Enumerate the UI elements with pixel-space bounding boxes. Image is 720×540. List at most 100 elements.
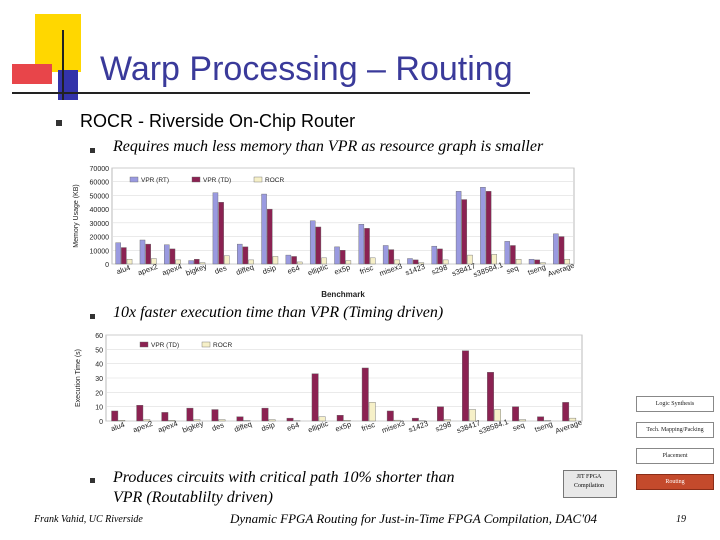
deco-red-square xyxy=(12,64,52,84)
bar-rocr xyxy=(442,259,449,265)
bar-rocr xyxy=(297,261,303,265)
x-tick-label: tseng xyxy=(533,419,553,434)
bar-vpr-td xyxy=(437,406,444,422)
legend-swatch xyxy=(201,341,211,348)
bar-vpr-td xyxy=(462,350,469,422)
bullet-marker xyxy=(56,120,62,126)
x-tick-label: dsip xyxy=(261,263,277,276)
x-tick-label: des xyxy=(211,420,226,433)
bar-vpr-td xyxy=(211,409,219,422)
x-tick-label: dsip xyxy=(260,420,276,433)
bar-vpr-rt xyxy=(407,258,413,265)
x-tick-label: frisc xyxy=(358,263,374,276)
bar-vpr-td xyxy=(485,191,492,265)
x-tick-label: s298 xyxy=(430,263,448,277)
bar-rocr xyxy=(168,420,176,422)
bullet-marker xyxy=(90,148,95,153)
bullet-critical-path-2: VPR (Routablilty driven) xyxy=(113,489,273,506)
bar-vpr-td xyxy=(510,245,516,265)
bar-vpr-rt xyxy=(309,220,316,265)
bar-vpr-td xyxy=(437,248,443,265)
bar-rocr xyxy=(564,258,570,265)
bar-vpr-td xyxy=(562,402,570,422)
bar-rocr xyxy=(318,416,326,422)
legend-label: VPR (TD) xyxy=(151,342,179,349)
bar-vpr-rt xyxy=(528,258,535,265)
bar-vpr-rt xyxy=(261,193,267,265)
bar-vpr-td xyxy=(194,258,200,265)
y-tick-label: 20000 xyxy=(90,235,110,242)
bar-rocr xyxy=(175,259,181,265)
deco-horizontal-line xyxy=(12,92,530,94)
bar-rocr xyxy=(494,409,501,422)
y-tick-label: 40000 xyxy=(90,207,110,214)
bar-vpr-td xyxy=(161,412,169,422)
footer-author: Frank Vahid, UC Riverside xyxy=(34,514,143,525)
bar-vpr-td xyxy=(145,243,151,265)
footer-page-number: 19 xyxy=(676,514,686,525)
legend-label: VPR (RT) xyxy=(141,177,169,184)
bar-rocr xyxy=(469,409,476,422)
bullet-memory: Requires much less memory than VPR as re… xyxy=(113,138,544,155)
flow-logic-synthesis: Logic Synthesis xyxy=(636,396,714,412)
bar-vpr-td xyxy=(534,259,540,265)
bar-vpr-td xyxy=(291,256,297,265)
bar-vpr-td xyxy=(412,259,419,265)
x-tick-label: frisc xyxy=(360,420,376,433)
bar-vpr-td xyxy=(339,250,346,265)
bar-vpr-td xyxy=(558,236,565,265)
bar-rocr xyxy=(321,257,327,265)
legend-swatch xyxy=(139,341,149,348)
deco-yellow-square xyxy=(35,14,81,72)
flow-placement: Placement xyxy=(636,448,714,464)
bar-vpr-td xyxy=(364,228,370,265)
bar-vpr-td xyxy=(111,410,119,422)
bar-vpr-rt xyxy=(237,243,243,265)
bar-rocr xyxy=(193,419,201,422)
bar-rocr xyxy=(126,258,133,265)
x-tick-label: diffeq xyxy=(235,262,255,277)
bar-vpr-td xyxy=(487,372,494,422)
bar-rocr xyxy=(393,419,401,422)
bar-rocr xyxy=(569,417,577,422)
bar-rocr xyxy=(369,257,376,265)
y-tick-label: 30 xyxy=(95,376,103,383)
bar-vpr-rt xyxy=(480,187,486,265)
bullet-exec-time: 10x faster execution time than VPR (Timi… xyxy=(113,304,444,321)
bar-vpr-rt xyxy=(115,242,121,265)
bar-vpr-rt xyxy=(358,224,365,265)
y-tick-label: 70000 xyxy=(90,166,110,173)
bar-rocr xyxy=(491,254,498,265)
bar-rocr xyxy=(248,259,254,265)
x-tick-label: des xyxy=(213,263,228,276)
bar-rocr xyxy=(394,259,400,265)
bar-vpr-td xyxy=(242,246,249,265)
bar-vpr-rt xyxy=(212,192,219,265)
y-tick-label: 50 xyxy=(95,347,103,354)
bar-vpr-td xyxy=(267,208,273,265)
memory-usage-chart: 0 10000 20000 30000 40000 50000 60000 70000 Memo… xyxy=(73,166,576,299)
bar-rocr xyxy=(345,260,352,265)
flow-jit-box xyxy=(563,470,617,498)
y-tick-label: 30000 xyxy=(90,221,110,228)
bar-rocr xyxy=(268,419,276,422)
y-tick-label: 10 xyxy=(95,405,103,412)
bar-vpr-rt xyxy=(334,246,340,265)
bar-vpr-td xyxy=(186,407,194,422)
footer-conference: Dynamic FPGA Routing for Just-in-Time FP… xyxy=(230,511,597,526)
x-tick-label: ex5p xyxy=(334,420,352,434)
y-tick-label: 0 xyxy=(105,262,109,269)
y-tick-label: 60 xyxy=(95,333,103,340)
x-tick-label: e64 xyxy=(286,263,301,276)
bar-rocr xyxy=(143,419,151,422)
bar-rocr xyxy=(224,255,230,265)
bar-rocr xyxy=(444,419,451,422)
y-tick-label: 60000 xyxy=(90,180,110,187)
x-tick-label: e64 xyxy=(286,420,301,433)
legend-swatch xyxy=(253,176,263,183)
bar-rocr xyxy=(151,258,157,265)
bar-vpr-td xyxy=(236,416,244,422)
bullet-rocr: ROCR - Riverside On-Chip Router xyxy=(80,111,356,131)
y-tick-label: 50000 xyxy=(90,193,110,200)
bar-vpr-rt xyxy=(455,191,462,265)
